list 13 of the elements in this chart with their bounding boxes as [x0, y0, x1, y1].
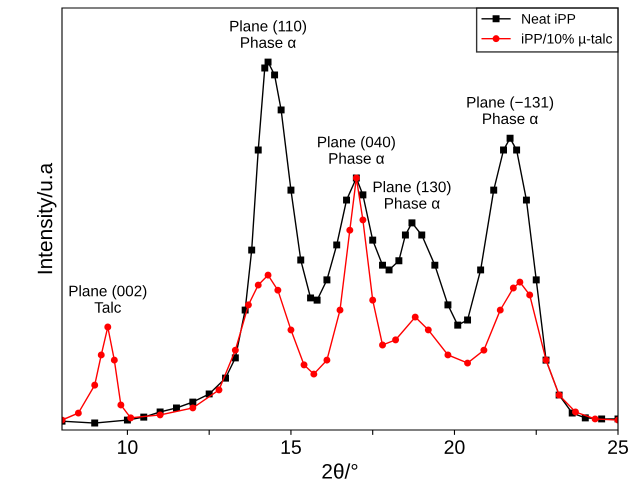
x-tick-label: 20 — [444, 440, 465, 454]
x-axis-title: 2θ/° — [322, 463, 358, 479]
x-tick-label: 15 — [282, 440, 301, 454]
x-tick-label: 25 — [608, 440, 628, 454]
legend-label: Neat iPP — [522, 14, 576, 24]
y-axis-title: Intensity/u.a — [37, 162, 56, 274]
annotation: Plane (−131) Phase α — [467, 96, 554, 124]
annotation: Plane (130) Phase α — [374, 181, 450, 209]
annotation: Plane (040) Phase α — [318, 136, 395, 164]
x-tick-label: 10 — [118, 440, 138, 454]
annotation: Plane (002) Talc — [70, 285, 146, 313]
annotation: Plane (110) Phase α — [230, 20, 306, 48]
legend-label: iPP/10% µ-talc — [522, 33, 612, 46]
